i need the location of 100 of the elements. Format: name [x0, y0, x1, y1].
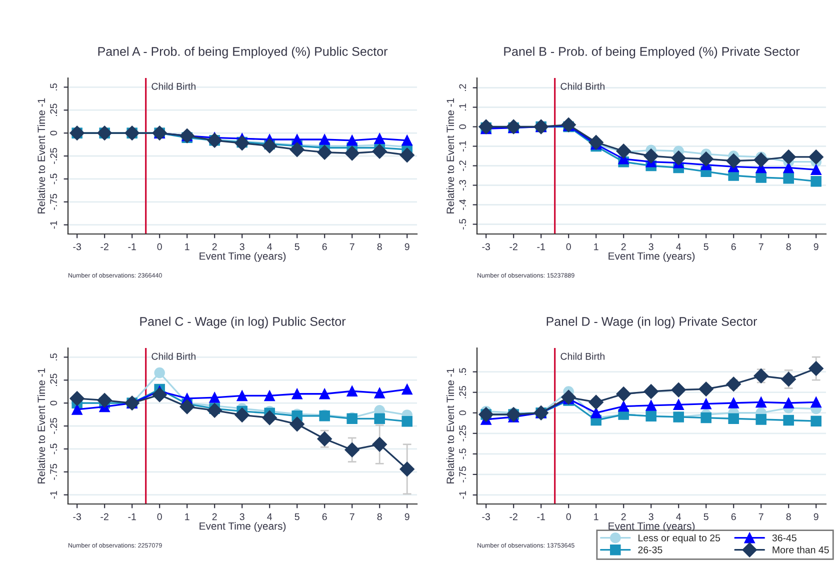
point [673, 399, 684, 410]
chart-title: Panel C - Wage (in log) Public Sector [140, 316, 346, 328]
y-axis-title: Relative to Event Time -1 [37, 368, 46, 484]
x-tick-label: 8 [377, 243, 382, 250]
point [346, 386, 358, 397]
point [402, 416, 412, 427]
y-axis-title: Relative to Event Time -1 [37, 98, 46, 214]
x-tick-label: -2 [510, 243, 518, 250]
x-axis-title: Event Time (years) [608, 522, 695, 532]
y-tick-label: -.5 [50, 444, 58, 454]
y-tick-label: .25 [50, 374, 58, 386]
x-tick-label: 6 [322, 513, 327, 520]
point [400, 462, 414, 477]
point [808, 361, 824, 376]
point [346, 135, 358, 146]
x-tick-label: 3 [648, 243, 654, 250]
point [726, 376, 741, 392]
y-axis-title: Relative to Event Time -1 [446, 98, 454, 214]
point [209, 392, 220, 403]
point [374, 133, 385, 144]
x-tick-label: 9 [404, 513, 410, 520]
x-tick-label: 1 [594, 243, 598, 250]
x-tick-label: 3 [648, 513, 654, 520]
x-tick-label: -2 [100, 243, 108, 250]
point [698, 382, 714, 396]
x-tick-label: -3 [73, 513, 81, 520]
legend-label: 26-35 [638, 546, 662, 554]
y-tick-label: .5 [50, 354, 58, 360]
x-tick-label: 5 [704, 513, 708, 520]
x-tick-label: 0 [566, 243, 571, 250]
point [644, 384, 658, 399]
point [644, 148, 658, 164]
point [344, 146, 360, 161]
y-tick-label: 0 [50, 400, 58, 406]
y-tick-label: .5 [50, 84, 58, 90]
point [180, 399, 194, 414]
x-tick-label: -1 [537, 513, 545, 520]
x-tick-label: 5 [294, 243, 300, 250]
y-tick-label: -.25 [50, 418, 58, 434]
point [808, 150, 824, 164]
point [618, 400, 629, 412]
y-tick-label: -1 [50, 490, 57, 499]
point [783, 173, 794, 184]
point [290, 142, 304, 157]
point [402, 135, 412, 146]
chart-title: Panel D - Wage (in log) Private Sector [546, 316, 758, 328]
ref-line-label: Child Birth [560, 82, 604, 90]
x-tick-label: 3 [240, 243, 244, 250]
y-tick-label: 0 [459, 124, 466, 130]
x-tick-label: 7 [758, 243, 764, 250]
point [616, 386, 631, 402]
x-tick-label: 2 [212, 513, 217, 520]
point [726, 153, 741, 168]
point [698, 152, 714, 166]
point [646, 400, 656, 411]
point [264, 390, 275, 402]
y-tick-label: .25 [50, 104, 58, 116]
y-tick-label: -.25 [50, 148, 58, 164]
chart-title: Panel A - Prob. of being Employed (%) Public Sector [98, 46, 388, 58]
x-tick-label: -1 [128, 243, 136, 250]
y-tick-label: -.5 [459, 218, 466, 230]
ref-line-label: Child Birth [152, 352, 196, 360]
point [588, 134, 604, 150]
y-tick-label: -.75 [50, 464, 58, 480]
y-tick-label: -.2 [459, 160, 466, 171]
x-tick-label: 4 [267, 243, 272, 250]
x-tick-label: 9 [814, 243, 818, 250]
y-tick-label: -1 [50, 220, 57, 229]
point [400, 148, 414, 162]
point [317, 144, 332, 160]
point [72, 404, 82, 415]
y-tick-label: -.5 [50, 174, 58, 184]
x-tick-label: 4 [676, 243, 682, 250]
point [671, 382, 686, 398]
point [319, 388, 330, 400]
x-tick-label: 0 [566, 513, 571, 520]
point [207, 403, 222, 418]
point [810, 164, 822, 176]
point [344, 442, 360, 458]
point [292, 388, 302, 400]
point [262, 138, 277, 154]
legend-label: Less or equal to 25 [638, 534, 720, 544]
point [372, 436, 387, 452]
ref-line-label: Child Birth [560, 352, 604, 360]
point [700, 398, 712, 410]
point [810, 416, 822, 426]
point [234, 408, 250, 422]
point [754, 152, 768, 168]
y-tick-label: -.3 [459, 180, 466, 190]
x-tick-label: 1 [594, 513, 598, 520]
point [372, 144, 387, 159]
y-tick-label: -.5 [459, 448, 466, 460]
x-axis-title: Event Time (years) [200, 522, 286, 532]
point [154, 367, 165, 378]
x-axis-title: Event Time (years) [200, 252, 286, 262]
x-tick-label: -1 [537, 243, 545, 250]
point [810, 176, 822, 187]
point [262, 410, 277, 426]
point [756, 414, 766, 425]
x-tick-label: 7 [350, 243, 354, 250]
